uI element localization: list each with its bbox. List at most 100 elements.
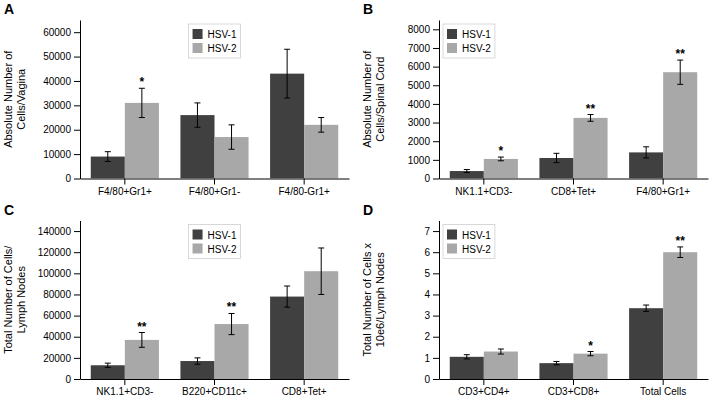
tick-mark bbox=[74, 273, 80, 274]
y-tick: 6000 bbox=[408, 61, 439, 72]
tick-mark bbox=[74, 379, 80, 380]
tick-label: 7000 bbox=[408, 43, 431, 54]
tick-mark bbox=[433, 358, 439, 359]
tick-label: F4/80+Gr1+ bbox=[98, 186, 152, 197]
y-tick: 20000 bbox=[43, 124, 80, 135]
y-tick: 1 bbox=[424, 353, 439, 364]
tick-label: 0 bbox=[424, 374, 430, 385]
y-axis-title: Total Number of Cells x10e6/Lymph Nodes bbox=[361, 242, 386, 356]
plot-area bbox=[450, 247, 697, 379]
y-tick: 0 bbox=[65, 173, 80, 184]
axis-line bbox=[80, 21, 81, 180]
tick-label: 10000 bbox=[43, 149, 71, 160]
tick-label: 100000 bbox=[38, 268, 72, 279]
tick-label: F4/80+Gr1- bbox=[189, 186, 240, 197]
tick-label: F4/80+Gr1+ bbox=[636, 186, 690, 197]
legend-frame bbox=[189, 225, 241, 259]
bar bbox=[304, 125, 338, 179]
tick-label: B220+CD11c+ bbox=[182, 386, 247, 397]
tick-mark bbox=[74, 57, 80, 58]
error-bar bbox=[105, 363, 111, 367]
x-tick: F4/80+Gr1- bbox=[189, 179, 240, 197]
legend-label: HSV-1 bbox=[462, 29, 491, 40]
tick-label: 6 bbox=[424, 247, 430, 258]
y-tick: 60000 bbox=[43, 310, 80, 321]
y-tick: 30000 bbox=[43, 100, 80, 111]
y-tick: 4000 bbox=[408, 99, 439, 110]
tick-label: 30000 bbox=[43, 100, 71, 111]
panel: 010002000300040005000600070008000NK1.1+C… bbox=[361, 1, 709, 197]
tick-mark bbox=[663, 379, 664, 385]
legend: HSV-1HSV-2 bbox=[189, 225, 241, 259]
error-bar bbox=[318, 248, 324, 294]
panel: 0100002000030000400005000060000F4/80+Gr1… bbox=[2, 1, 350, 197]
x-tick: Total Cells bbox=[640, 379, 686, 397]
x-tick: F4/80+Gr1+ bbox=[98, 179, 152, 197]
tick-mark bbox=[214, 179, 215, 185]
x-axis: NK1.1+CD3-B220+CD11c+CD8+Tet+ bbox=[81, 379, 350, 397]
y-axis: 020000400006000080000100000120000140000 bbox=[38, 221, 81, 385]
x-axis: NK1.1+CD3- CD8+Tet+ F4/80+Gr1+ bbox=[440, 179, 709, 197]
error-bar bbox=[553, 361, 559, 364]
plot-area bbox=[91, 248, 338, 379]
x-tick: NK1.1+CD3- bbox=[455, 179, 512, 197]
tick-label: 50000 bbox=[43, 51, 71, 62]
y-tick: 3 bbox=[424, 310, 439, 321]
tick-mark bbox=[433, 123, 439, 124]
y-tick: 140000 bbox=[38, 226, 80, 237]
significance-label: ** bbox=[676, 47, 686, 61]
tick-mark bbox=[74, 358, 80, 359]
error-bar bbox=[464, 170, 470, 173]
tick-label: 0 bbox=[424, 173, 430, 184]
tick-mark bbox=[74, 231, 80, 232]
tick-mark bbox=[74, 337, 80, 338]
tick-label: 5 bbox=[424, 268, 430, 279]
error-bar bbox=[643, 305, 649, 311]
error-bar bbox=[284, 49, 290, 98]
x-tick: F4/80+Gr1+ bbox=[636, 179, 690, 197]
panel-label: B bbox=[363, 1, 373, 17]
y-axis-title: Total Number of Cells/Lymph Nodes bbox=[2, 245, 27, 354]
tick-label: 0 bbox=[65, 374, 71, 385]
tick-label: 6000 bbox=[408, 61, 431, 72]
tick-label: 3000 bbox=[408, 117, 431, 128]
y-tick: 20000 bbox=[43, 353, 80, 364]
tick-mark bbox=[74, 154, 80, 155]
error-bar bbox=[498, 349, 504, 354]
y-tick: 0 bbox=[424, 173, 439, 184]
y-tick: 5000 bbox=[408, 80, 439, 91]
bar bbox=[270, 297, 304, 379]
error-bar bbox=[553, 153, 559, 162]
axis-line bbox=[80, 221, 81, 380]
tick-label: 8000 bbox=[408, 24, 431, 35]
y-tick: 40000 bbox=[43, 76, 80, 87]
tick-mark bbox=[304, 179, 305, 185]
tick-mark bbox=[483, 179, 484, 185]
tick-label: 7 bbox=[424, 226, 430, 237]
tick-label: CD8+Tet+ bbox=[551, 186, 596, 197]
tick-mark bbox=[433, 294, 439, 295]
tick-label: 80000 bbox=[43, 289, 71, 300]
y-tick: 10000 bbox=[43, 149, 80, 160]
plot-area bbox=[450, 60, 697, 178]
y-tick: 5 bbox=[424, 268, 439, 279]
legend-swatch bbox=[193, 29, 203, 39]
y-tick: 2000 bbox=[408, 136, 439, 147]
y-tick: 40000 bbox=[43, 331, 80, 342]
tick-label: CD3+CD8+ bbox=[548, 386, 600, 397]
tick-mark bbox=[74, 252, 80, 253]
tick-mark bbox=[433, 179, 439, 180]
error-bar bbox=[284, 286, 290, 307]
legend-label: HSV-1 bbox=[208, 230, 237, 241]
legend-swatch bbox=[193, 244, 203, 254]
error-bar bbox=[139, 88, 145, 117]
legend-frame bbox=[443, 225, 495, 259]
tick-label: NK1.1+CD3- bbox=[455, 186, 512, 197]
y-tick: 6 bbox=[424, 247, 439, 258]
legend-label: HSV-1 bbox=[462, 230, 491, 241]
tick-label: 40000 bbox=[43, 76, 71, 87]
tick-mark bbox=[433, 67, 439, 68]
tick-label: 4000 bbox=[408, 99, 431, 110]
significance-label: ** bbox=[227, 300, 237, 314]
tick-mark bbox=[573, 379, 574, 385]
